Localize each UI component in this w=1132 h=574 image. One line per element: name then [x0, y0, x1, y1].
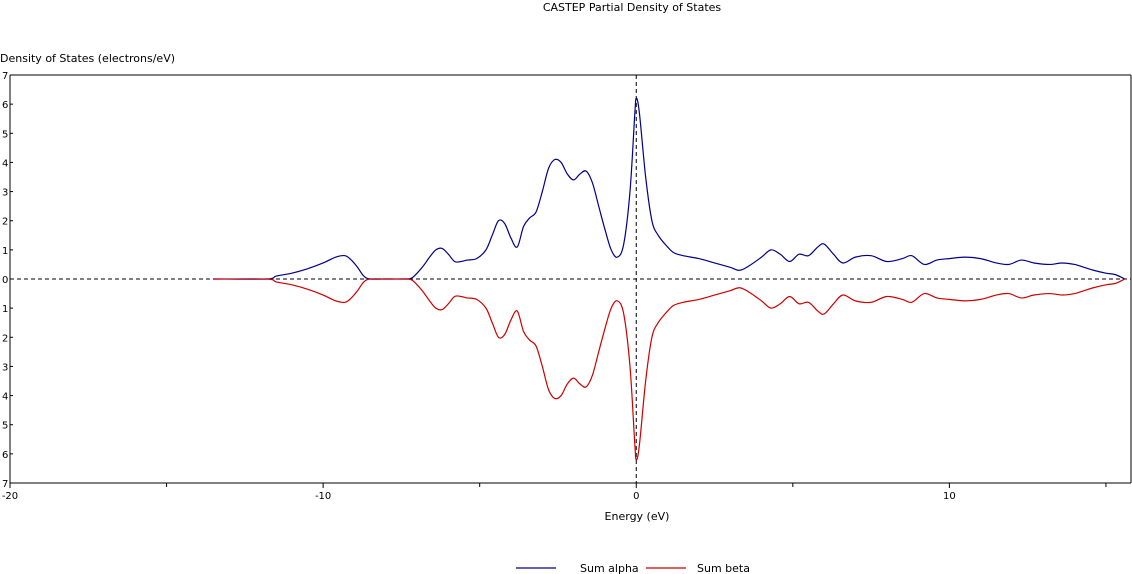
y-tick-label: 4 — [2, 392, 8, 403]
y-tick-label: 4 — [2, 158, 8, 169]
y-tick-label: 2 — [2, 333, 8, 344]
y-tick-label: 5 — [2, 421, 8, 432]
y-tick-label: 2 — [2, 217, 8, 228]
y-tick-label: 6 — [2, 450, 8, 461]
legend-label-alpha: Sum alpha — [580, 562, 639, 574]
y-ticks: 7 6 5 4 3 2 1 0 1 2 3 4 5 6 7 — [2, 71, 13, 490]
y-tick-label: 7 — [2, 71, 8, 82]
reference-lines — [10, 75, 1131, 483]
x-tick-label: -20 — [2, 491, 18, 502]
y-tick-label: 0 — [2, 275, 8, 286]
series-layer — [213, 97, 1126, 461]
x-axis-label: Energy (eV) — [605, 510, 670, 523]
x-tick-label: 10 — [943, 491, 956, 502]
y-tick-label: 1 — [2, 246, 8, 257]
y-axis-label: Density of States (electrons/eV) — [0, 52, 175, 65]
y-tick-label: 6 — [2, 100, 8, 111]
y-tick-label: 3 — [2, 362, 8, 373]
chart-title: CASTEP Partial Density of States — [543, 1, 722, 14]
x-tick-label: -10 — [315, 491, 331, 502]
series-line-sum-alpha — [213, 97, 1126, 280]
y-tick-label: 5 — [2, 129, 8, 140]
y-tick-label: 1 — [2, 304, 8, 315]
y-tick-label: 7 — [2, 479, 8, 490]
series-line-sum-beta — [213, 278, 1126, 461]
x-ticks: -20 -10 0 10 — [2, 483, 1107, 502]
legend: Sum alpha Sum beta — [516, 562, 750, 574]
legend-label-beta: Sum beta — [697, 562, 750, 574]
y-tick-label: 3 — [2, 188, 8, 199]
x-tick-label: 0 — [633, 491, 639, 502]
